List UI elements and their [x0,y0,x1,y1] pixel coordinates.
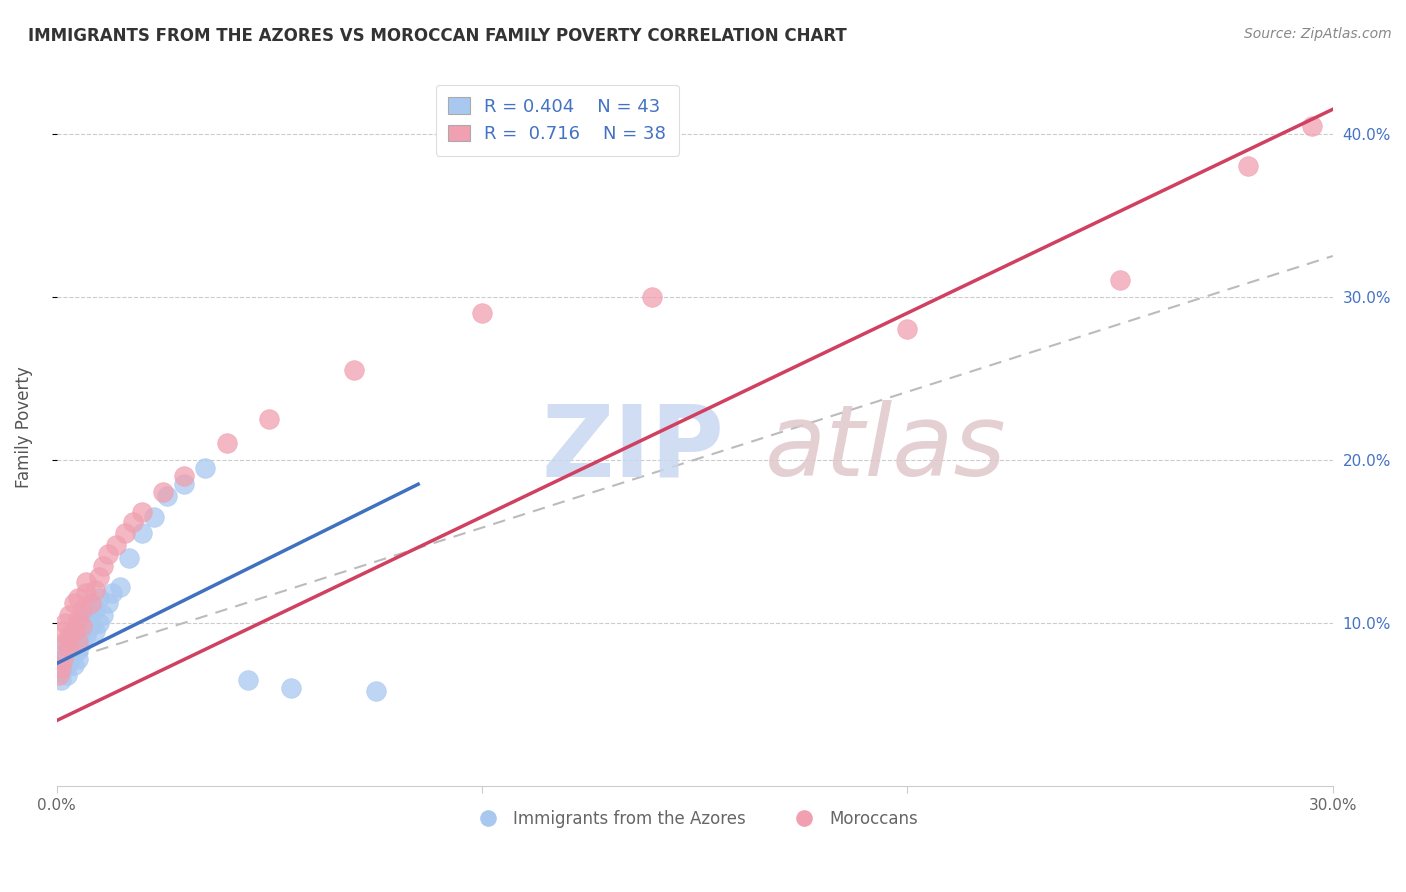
Point [58,607,80,622]
Point [62,640,84,655]
Point [79,619,101,633]
Point [89,615,111,630]
Point [70,635,93,649]
Point [89,591,111,606]
Point [49,624,72,638]
Point [49,657,72,671]
Point [75,586,97,600]
Point [56,668,79,682]
Point [1301,119,1323,133]
Point [1236,159,1258,173]
Point [131,526,153,541]
Point [83,583,105,598]
Point [70,619,93,633]
Point [194,461,217,475]
Point [93,558,115,573]
Point [48,668,70,682]
Point [152,485,174,500]
Point [122,515,145,529]
Point [66,591,89,606]
Point [49,661,72,675]
Point [343,363,366,377]
Point [62,658,84,673]
Point [83,624,105,638]
Point [143,509,166,524]
Point [62,624,84,638]
Point [101,586,124,600]
Point [66,629,89,643]
Point [641,290,664,304]
Point [53,661,76,675]
Point [52,648,75,663]
Point [471,306,494,320]
Point [49,673,72,687]
Text: atlas: atlas [765,401,1007,497]
Point [62,596,84,610]
Point [173,477,195,491]
Point [156,489,179,503]
Point [236,673,259,687]
Point [97,547,120,561]
Point [66,635,89,649]
Text: ZIP: ZIP [541,401,724,497]
Point [280,681,302,695]
Point [215,436,238,450]
Point [58,655,80,669]
Point [52,651,75,665]
Text: Source: ZipAtlas.com: Source: ZipAtlas.com [1244,27,1392,41]
Point [89,570,111,584]
Point [70,613,93,627]
Point [53,635,76,649]
Point [62,624,84,638]
Point [53,651,76,665]
Point [259,412,281,426]
Point [173,469,195,483]
Legend: Immigrants from the Azores, Moroccans: Immigrants from the Azores, Moroccans [465,804,925,835]
Point [75,629,97,643]
Point [114,526,136,541]
Point [66,643,89,657]
Point [58,635,80,649]
Point [66,619,89,633]
Point [58,640,80,655]
Text: IMMIGRANTS FROM THE AZORES VS MOROCCAN FAMILY POVERTY CORRELATION CHART: IMMIGRANTS FROM THE AZORES VS MOROCCAN F… [28,27,846,45]
Point [97,596,120,610]
Point [110,580,132,594]
Point [131,505,153,519]
Point [79,596,101,610]
Point [60,632,83,646]
Point [105,537,128,551]
Point [364,684,387,698]
Point [66,651,89,665]
Point [896,322,918,336]
Point [75,607,97,622]
Point [53,640,76,655]
Y-axis label: Family Poverty: Family Poverty [15,367,32,488]
Point [79,599,101,614]
Point [1109,273,1132,287]
Point [58,629,80,643]
Point [58,645,80,659]
Point [53,615,76,630]
Point [75,574,97,589]
Point [48,665,70,679]
Point [70,603,93,617]
Point [83,603,105,617]
Point [118,550,141,565]
Point [70,624,93,638]
Point [66,613,89,627]
Point [93,607,115,622]
